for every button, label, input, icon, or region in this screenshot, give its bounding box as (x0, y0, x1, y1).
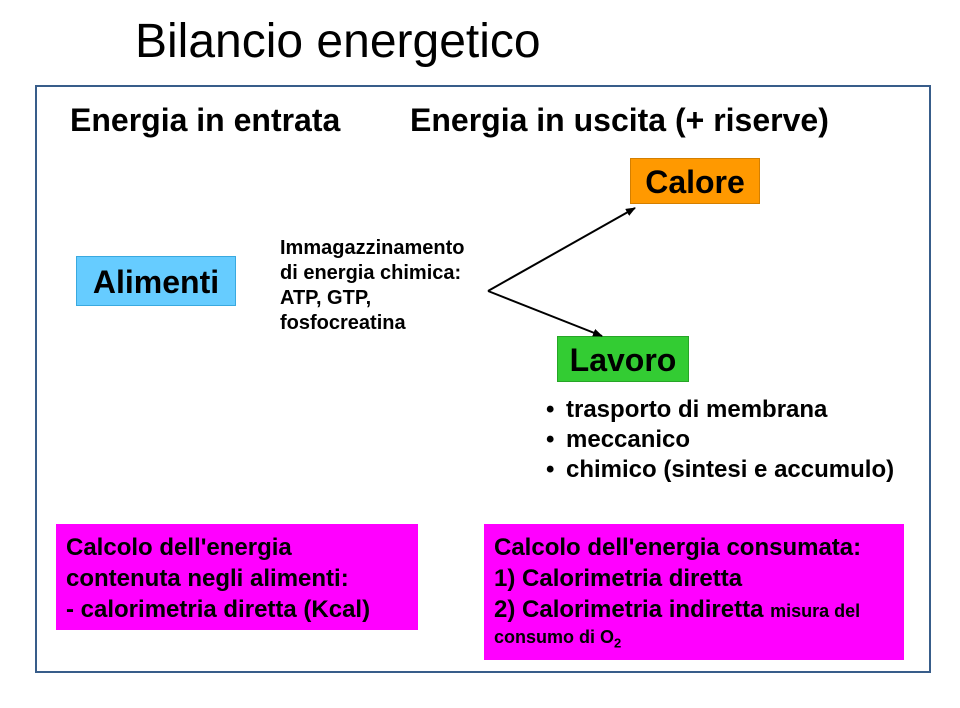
panel-right-line: 2) Calorimetria indiretta misura del (494, 594, 894, 625)
panel-calcolo-energia-contenuta: Calcolo dell'energiacontenuta negli alim… (56, 524, 418, 630)
arrow-2 (488, 291, 602, 336)
immag-line: fosfocreatina (280, 311, 464, 336)
lavoro-label: Lavoro (570, 342, 677, 378)
immag-line: Immagazzinamento (280, 236, 464, 261)
calore-box: Calore (630, 158, 760, 204)
bullet-dot-icon: • (546, 456, 566, 484)
bullet-row: •chimico (sintesi e accumulo) (546, 456, 894, 484)
immagazzinamento-text: Immagazzinamentodi energia chimica:ATP, … (280, 236, 464, 336)
bullet-row: •meccanico (546, 426, 894, 454)
bullet-row: •trasporto di membrana (546, 396, 894, 424)
bullet-text: chimico (sintesi e accumulo) (566, 456, 894, 484)
panel-right-line: consumo di O2 (494, 626, 894, 652)
lavoro-bullets: •trasporto di membrana•meccanico•chimico… (546, 396, 894, 486)
alimenti-box: Alimenti (76, 256, 236, 306)
slide-title: Bilancio energetico (135, 14, 541, 69)
heading-energia-entrata: Energia in entrata (70, 102, 340, 139)
panel-calcolo-energia-consumata: Calcolo dell'energia consumata:1) Calori… (484, 524, 904, 660)
bullet-text: meccanico (566, 426, 690, 454)
panel-right-line: Calcolo dell'energia consumata: (494, 532, 894, 563)
bullet-text: trasporto di membrana (566, 396, 827, 424)
bullet-dot-icon: • (546, 426, 566, 454)
panel-left-line: - calorimetria diretta (Kcal) (66, 594, 408, 625)
immag-line: ATP, GTP, (280, 286, 464, 311)
heading-energia-uscita: Energia in uscita (+ riserve) (410, 102, 829, 139)
panel-right-line: 1) Calorimetria diretta (494, 563, 894, 594)
panel-left-line: Calcolo dell'energia (66, 532, 408, 563)
immag-line: di energia chimica: (280, 261, 464, 286)
lavoro-box: Lavoro (557, 336, 689, 382)
calore-label: Calore (645, 164, 745, 200)
alimenti-label: Alimenti (93, 264, 219, 300)
bullet-dot-icon: • (546, 396, 566, 424)
arrow-1 (488, 208, 635, 291)
panel-left-line: contenuta negli alimenti: (66, 563, 408, 594)
